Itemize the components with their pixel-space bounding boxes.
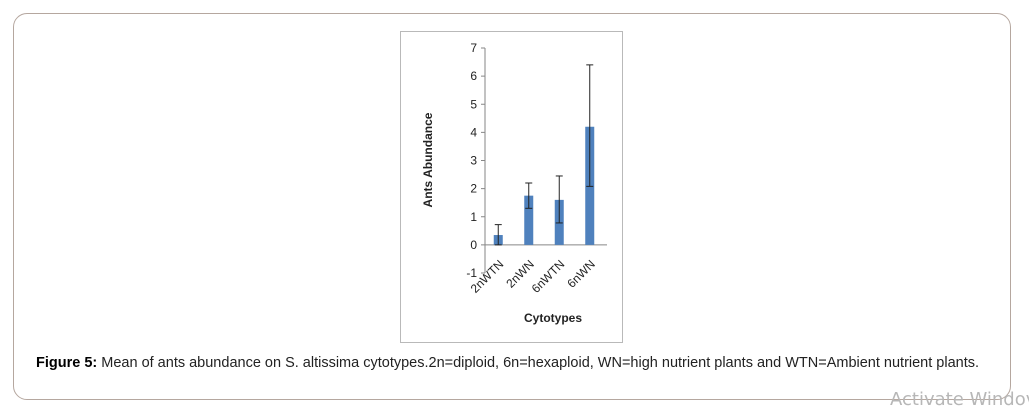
x-tick-label: 6nWN [564,257,597,290]
caption-text: Mean of ants abundance on S. altissima c… [97,355,980,371]
y-tick-label: 5 [470,97,477,111]
caption-label: Figure 5: [36,355,98,371]
chart-container: -1 0 1 2 3 4 5 6 7 2nWTN 2nWN 6nWTN 6nWN Cytotypes Ant… [400,31,623,343]
x-axis-title: Cytotypes [524,311,582,325]
y-tick-label: -1 [466,266,477,280]
y-tick-label: 0 [470,238,477,252]
y-axis-title: Ants Abundance [421,112,435,207]
y-tick-label: 7 [470,41,477,55]
bar-chart: -1012345672nWTN2nWN6nWTN6nWNCytotypesAnt… [421,41,607,325]
bar [524,195,534,245]
activation-watermark: Activate Windov [890,389,1029,410]
y-tick-label: 6 [470,69,477,83]
figure-card: -1 0 1 2 3 4 5 6 7 2nWTN 2nWN 6nWTN 6nWN Cytotypes Ant… [13,13,1011,400]
x-tick-label: 6nWTN [529,257,568,296]
y-tick-label: 2 [470,182,477,196]
y-tick-label: 1 [470,210,477,224]
y-tick-label: 4 [470,125,477,139]
figure-caption: Figure 5: Mean of ants abundance on S. a… [36,355,996,372]
y-tick-label: 3 [470,154,477,168]
